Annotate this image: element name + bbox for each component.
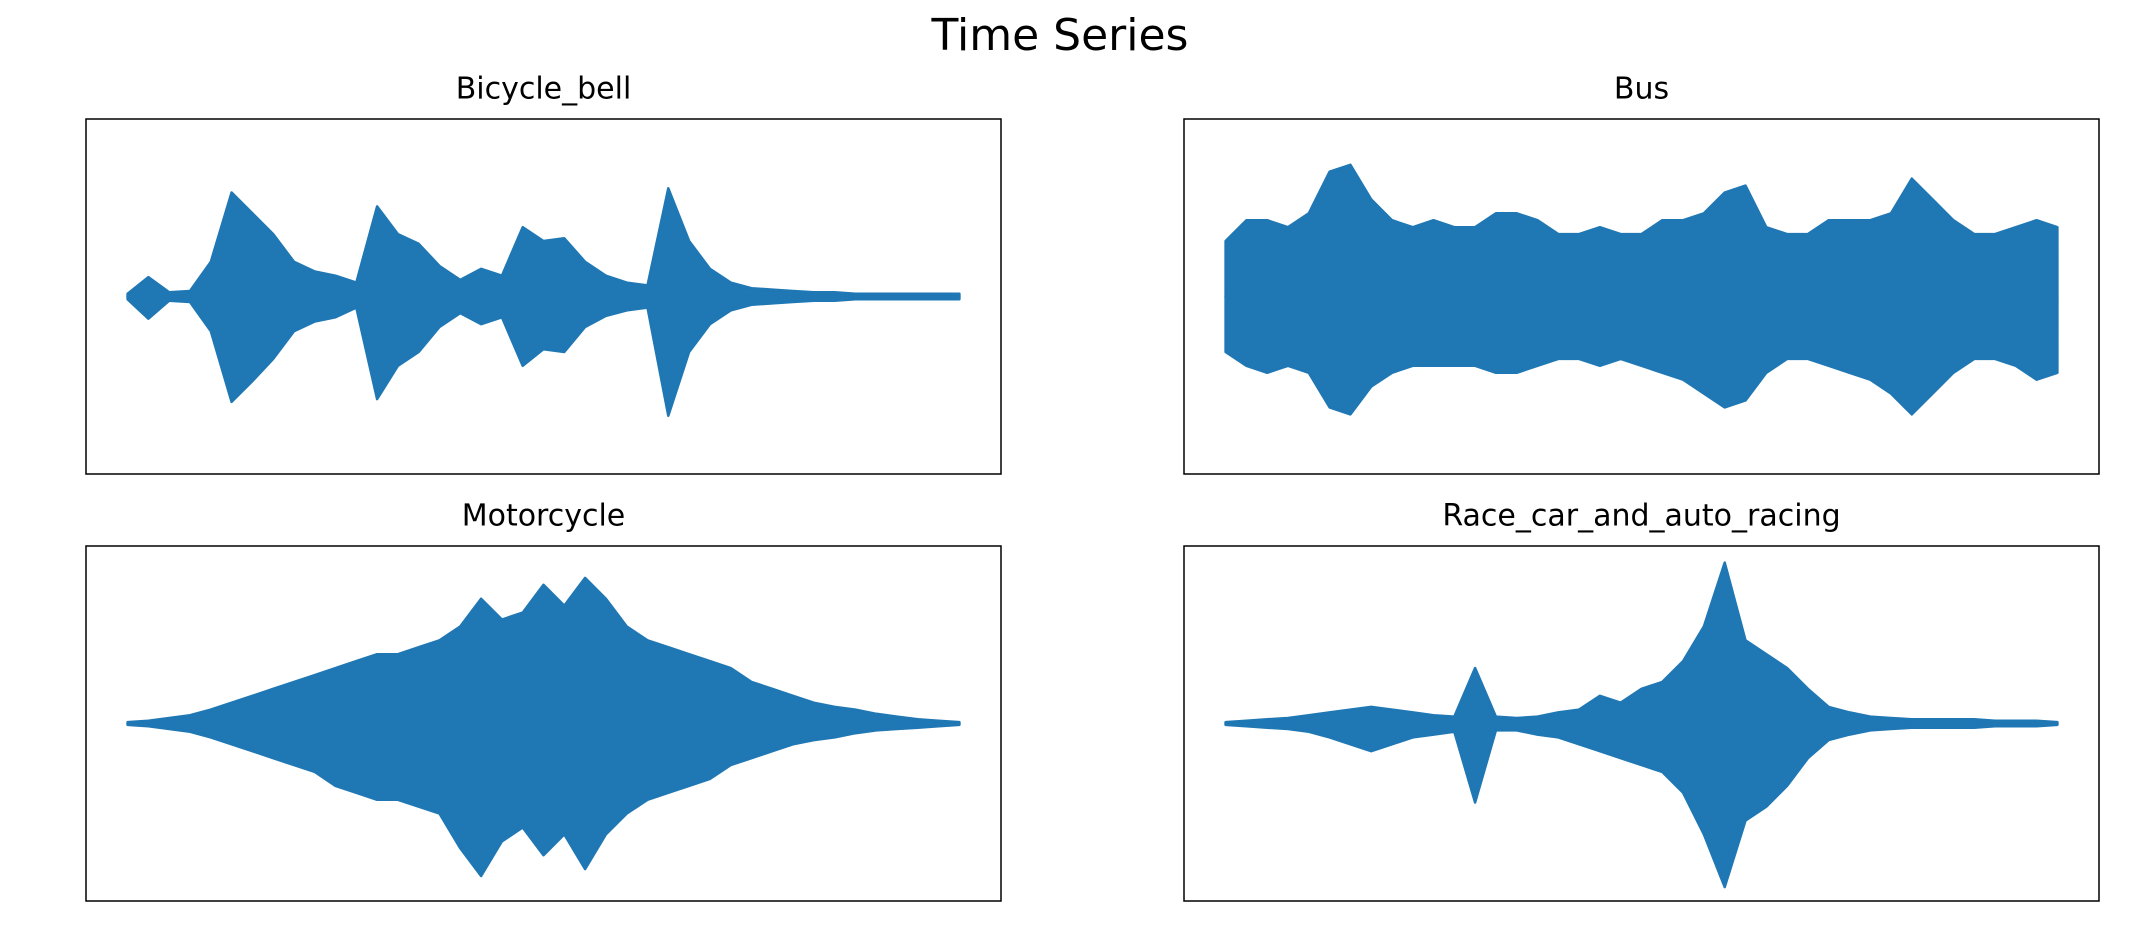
- axes-frame: [85, 118, 1002, 475]
- waveform-area: [1224, 722, 2059, 889]
- axes-frame: [1183, 545, 2100, 902]
- waveform-area: [126, 295, 961, 418]
- subplot-title: Motorcycle: [462, 499, 626, 534]
- axes-frame: [1183, 118, 2100, 475]
- waveform-area: [1224, 163, 2059, 298]
- figure-title: Time Series: [931, 10, 1189, 61]
- waveform-area: [1224, 295, 2059, 416]
- waveform-area: [126, 187, 961, 298]
- subplot-title: Bicycle_bell: [456, 72, 632, 107]
- subplot-title: Race_car_and_auto_racing: [1442, 499, 1840, 534]
- waveform-area: [126, 576, 961, 725]
- waveform-area: [1224, 561, 2059, 725]
- waveform-area: [126, 722, 961, 878]
- subplot-title: Bus: [1614, 72, 1669, 107]
- axes-frame: [85, 545, 1002, 902]
